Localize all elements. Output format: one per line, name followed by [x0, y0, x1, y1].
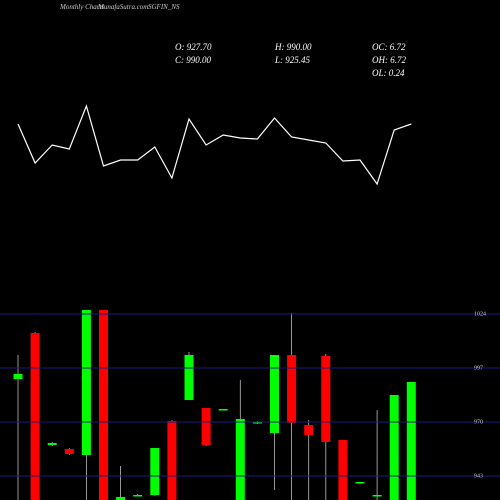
- symbol: SGFIN_NS: [148, 3, 180, 11]
- y-tick-label: 943: [474, 473, 483, 479]
- candle-body: [252, 422, 262, 424]
- candle-body: [355, 482, 365, 484]
- candle-body: [30, 333, 40, 500]
- candle-body: [406, 382, 416, 500]
- candle-body: [372, 495, 382, 497]
- y-tick-label: 1024: [474, 311, 486, 317]
- site: MunafaSutra.com: [97, 3, 148, 11]
- candle-body: [150, 448, 160, 495]
- candle-body: [64, 449, 74, 454]
- stat: L: 925.45: [274, 55, 311, 65]
- y-tick-label: 970: [474, 419, 483, 425]
- candle-body: [201, 408, 211, 445]
- candle-body: [270, 355, 279, 433]
- stat: O: 927.70: [175, 42, 212, 52]
- candle-body: [235, 419, 245, 500]
- candle-body: [321, 356, 331, 442]
- candle-body: [338, 440, 348, 500]
- candle-body: [133, 495, 143, 497]
- stat: OH: 6.72: [372, 55, 406, 65]
- stat: H: 990.00: [274, 42, 312, 52]
- candle-body: [184, 355, 194, 400]
- stat: C: 990.00: [175, 55, 212, 65]
- y-tick-label: 997: [474, 365, 483, 371]
- candle-body: [81, 310, 91, 455]
- candle-body: [304, 425, 314, 435]
- candle-body: [116, 497, 126, 500]
- candle-body: [47, 443, 57, 445]
- title: Monthly Charts: [59, 3, 104, 11]
- candle-body: [218, 409, 228, 411]
- price-line: [17, 104, 412, 186]
- candle-body: [287, 355, 297, 423]
- stat: OC: 6.72: [372, 42, 406, 52]
- candle-body: [99, 310, 108, 500]
- candle-area: [13, 310, 416, 500]
- candle-body: [389, 395, 399, 500]
- stat: OL: 0.24: [372, 68, 405, 78]
- candle-body: [167, 421, 177, 500]
- candle-body: [13, 374, 23, 379]
